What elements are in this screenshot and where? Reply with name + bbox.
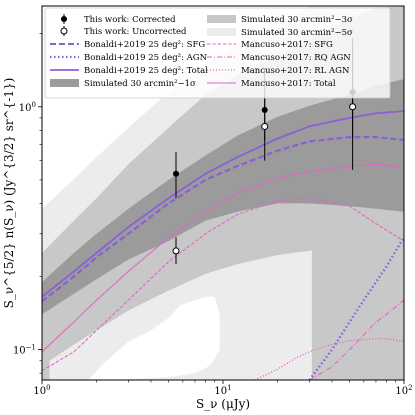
legend-sim3-swatch xyxy=(207,15,236,23)
legend-man-sfg-label: Mancuso+2017: SFG xyxy=(241,40,333,50)
legend-bon-agn-label: Bonaldi+2019 25 deg²: AGN xyxy=(84,53,208,63)
series-layer xyxy=(42,110,404,380)
legend-bon-total-label: Bonaldi+2019 25 deg²: Total xyxy=(84,66,208,76)
band-sim-right-block xyxy=(311,227,404,380)
series-man-total xyxy=(42,163,404,353)
x-tick-label: 100 xyxy=(33,384,50,397)
x-tick-label: 102 xyxy=(395,384,412,397)
bands-layer xyxy=(42,6,404,380)
uncorrected-point xyxy=(172,247,180,255)
legend-corrected-label: This work: Corrected xyxy=(84,15,176,25)
series-man-rq xyxy=(309,299,404,380)
y-tick-label: 100 xyxy=(19,101,36,114)
legend-sim1-swatch xyxy=(50,79,79,87)
legend-sim5-swatch xyxy=(207,28,236,36)
band-sim-lower-gap xyxy=(88,296,220,380)
legend-man-rq-label: Mancuso+2017: RQ AGN xyxy=(241,53,351,63)
legend-uncorrected-label: This work: Uncorrected xyxy=(84,27,187,37)
legend-man-rl-label: Mancuso+2017: RL AGN xyxy=(241,66,350,76)
series-bon-total xyxy=(42,110,404,298)
legend-man-total-label: Mancuso+2017: Total xyxy=(241,79,336,89)
y-axis-label: S_ν^{5/2} n(S_ν) (Jy^{3/2} sr^{-1}) xyxy=(2,78,16,309)
legend-sim1-label: Simulated 30 arcmin²−1σ xyxy=(84,79,196,89)
legend: This work: Corrected This work: Uncorrec… xyxy=(44,7,391,99)
corrected-point xyxy=(173,170,180,177)
legend-sim3-label: Simulated 30 arcmin²−3σ xyxy=(241,15,353,25)
series-bon-agn xyxy=(308,236,404,380)
legend-corrected-marker xyxy=(61,16,67,22)
uncorrected-point xyxy=(261,122,269,130)
x-tick-label: 101 xyxy=(214,384,231,397)
ticks-layer: 100 101 102 10−1 100 xyxy=(13,33,413,397)
uncorrected-point xyxy=(349,103,357,111)
x-axis-label: S_ν (μJy) xyxy=(196,397,250,411)
series-man-sfg xyxy=(42,197,404,372)
legend-box xyxy=(44,7,391,99)
band-sim-1sigma xyxy=(42,79,404,315)
y-tick-label: 10−1 xyxy=(13,344,36,357)
legend-uncorrected-marker xyxy=(60,27,68,35)
legend-sim5-label: Simulated 30 arcmin²−5σ xyxy=(241,28,353,38)
series-bon-sfg xyxy=(42,136,404,303)
legend-bon-sfg-label: Bonaldi+2019 25 deg²: SFG xyxy=(84,40,205,50)
